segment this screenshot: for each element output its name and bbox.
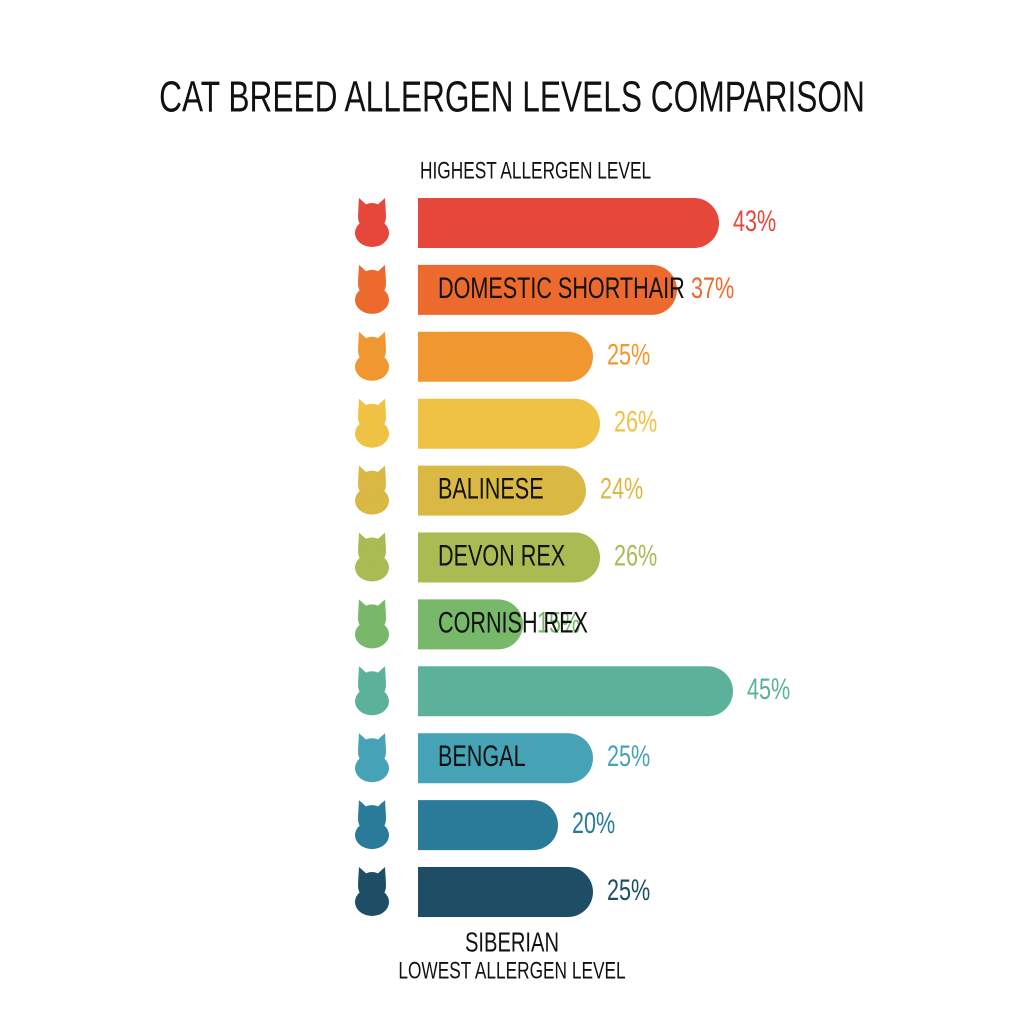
value-label: 26% [614,404,657,438]
category-label-group: DEVON REX [438,538,565,572]
value-label-group: 15% [537,605,580,639]
cat-icon-head [358,671,386,700]
bar [418,867,593,917]
cat-icon-head [358,738,386,767]
title-group: CAT BREED ALLERGEN LEVELS COMPARISON [159,73,865,122]
value-label-group: 43% [733,203,776,237]
value-label-group: 25% [607,739,650,773]
cat-icon-ears [358,465,386,483]
value-label: 25% [607,872,650,906]
cat-icon-ears [358,867,386,884]
value-label: 20% [572,805,615,839]
cat-icon [355,331,389,381]
cat-icon-ears [358,398,386,416]
category-label-group: DOMESTIC SHORTHAIR [438,270,685,304]
cat-icon-ears [358,264,386,282]
bar [418,198,719,248]
cat-icon-head [358,537,386,566]
cat-icon-head [358,604,386,633]
value-label: 15% [537,605,580,639]
cat-icon-head [358,805,386,834]
cat-icon-ears [358,331,386,349]
cat-icon [355,398,389,448]
cat-icon-head [358,470,386,499]
cat-icon-ears [358,733,386,751]
bar [418,800,558,851]
value-label: 24% [600,471,643,505]
value-label-group: 26% [614,538,657,572]
cat-icon-head [358,269,386,298]
cat-icon [355,800,389,850]
bar [418,733,593,784]
value-label-group: 37% [691,270,734,304]
bar [418,666,733,717]
cat-icon [355,198,389,247]
category-label: DEVON REX [438,538,565,572]
value-label-group: 24% [600,471,643,505]
cat-icon [355,867,389,916]
category-label: DOMESTIC SHORTHAIR [438,270,685,304]
cat-icon-head [358,203,386,231]
value-label: 25% [607,337,650,371]
cat-icon [355,264,389,314]
cat-icon [355,599,389,649]
cat-icon [355,532,389,582]
cat-icon-ears [358,800,386,818]
value-label: 25% [607,739,650,773]
value-label: 37% [691,270,734,304]
cat-icon [355,666,389,716]
bar [418,331,593,382]
category-label-group: SIBERIAN [465,927,559,958]
cat-icon-head [358,403,386,432]
cat-icon [355,465,389,515]
value-label: 26% [614,538,657,572]
category-label-group: BENGAL [438,739,526,773]
category-label: CORNISH REX [438,605,588,639]
bar [418,532,600,583]
category-label: SIBERIAN [465,927,559,958]
value-label: 43% [733,203,776,237]
value-label: 45% [747,672,790,706]
cat-icon-ears [358,532,386,550]
value-label-group: 26% [614,404,657,438]
cat-icon-ears [358,198,386,215]
cat-icon-ears [358,666,386,684]
category-label: BENGAL [438,739,526,773]
chart-title: CAT BREED ALLERGEN LEVELS COMPARISON [159,73,865,122]
value-label-group: 45% [747,672,790,706]
bottom-annotation: LOWEST ALLERGEN LEVEL [398,958,625,984]
category-label-group: BALINESE [438,471,544,505]
cat-icon [355,733,389,783]
value-label-group: 25% [607,872,650,906]
cat-icon-ears [358,599,386,617]
bar [418,264,677,315]
cat-icon-head [358,336,386,365]
top-annotation: HIGHEST ALLERGEN LEVEL [420,158,651,184]
top-annotation-group: HIGHEST ALLERGEN LEVEL [420,158,651,184]
bar [418,465,586,516]
cat-icon-head [358,872,386,900]
bar [418,599,523,650]
bar [418,398,600,449]
bottom-annotation-group: LOWEST ALLERGEN LEVEL [398,958,625,984]
category-label-group: CORNISH REX [438,605,588,639]
value-label-group: 25% [607,337,650,371]
value-label-group: 20% [572,805,615,839]
category-label: BALINESE [438,471,544,505]
